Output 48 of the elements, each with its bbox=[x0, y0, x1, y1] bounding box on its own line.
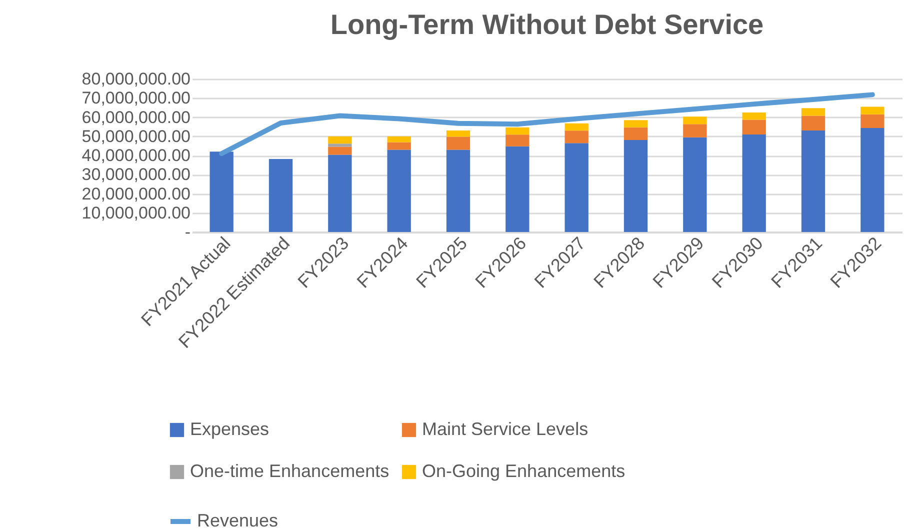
bar bbox=[860, 114, 884, 128]
bar bbox=[328, 146, 352, 155]
bar bbox=[683, 116, 707, 124]
y-tick-label: 50,000,000.00 bbox=[82, 126, 190, 146]
bar bbox=[683, 124, 707, 138]
bar bbox=[446, 130, 470, 137]
legend-label: On-Going Enhancements bbox=[422, 461, 626, 481]
y-tick-label: 30,000,000.00 bbox=[82, 165, 190, 184]
bar bbox=[387, 150, 411, 232]
bar bbox=[742, 120, 766, 134]
chart-title: Long-Term Without Debt Service bbox=[330, 9, 764, 40]
y-tick-label: 80,000,000.00 bbox=[82, 70, 190, 88]
bar bbox=[387, 142, 411, 150]
bar bbox=[387, 136, 411, 142]
y-tick-label: - bbox=[184, 222, 190, 242]
bar bbox=[564, 123, 588, 131]
bar bbox=[328, 144, 352, 147]
bar bbox=[506, 127, 530, 135]
bar bbox=[683, 137, 707, 232]
bar bbox=[742, 134, 766, 232]
bar bbox=[624, 140, 648, 232]
bar bbox=[742, 112, 766, 120]
bar bbox=[506, 134, 530, 146]
bar bbox=[624, 120, 648, 128]
bar bbox=[801, 108, 826, 116]
y-tick-label: 20,000,000.00 bbox=[82, 184, 190, 204]
bar bbox=[446, 136, 470, 150]
bar bbox=[564, 143, 588, 232]
y-tick-label: 60,000,000.00 bbox=[82, 108, 190, 127]
y-tick-label: 10,000,000.00 bbox=[82, 203, 190, 222]
bar bbox=[328, 136, 352, 144]
bar bbox=[210, 152, 234, 232]
bar bbox=[801, 130, 826, 232]
bar bbox=[446, 150, 470, 232]
y-tick-label: 70,000,000.00 bbox=[82, 88, 190, 108]
bar bbox=[506, 146, 530, 232]
legend-label: Maint Service Levels bbox=[422, 419, 588, 439]
bar bbox=[801, 116, 826, 130]
bar bbox=[328, 154, 352, 232]
bar bbox=[564, 130, 588, 144]
legend-label: Revenues bbox=[197, 510, 278, 530]
bar bbox=[860, 106, 884, 114]
y-tick-label: 40,000,000.00 bbox=[82, 146, 190, 165]
legend-label: One-time Enhancements bbox=[190, 461, 390, 481]
bar bbox=[268, 158, 293, 232]
bar bbox=[860, 128, 884, 232]
legend-label: Expenses bbox=[190, 419, 270, 439]
bar bbox=[624, 127, 648, 140]
